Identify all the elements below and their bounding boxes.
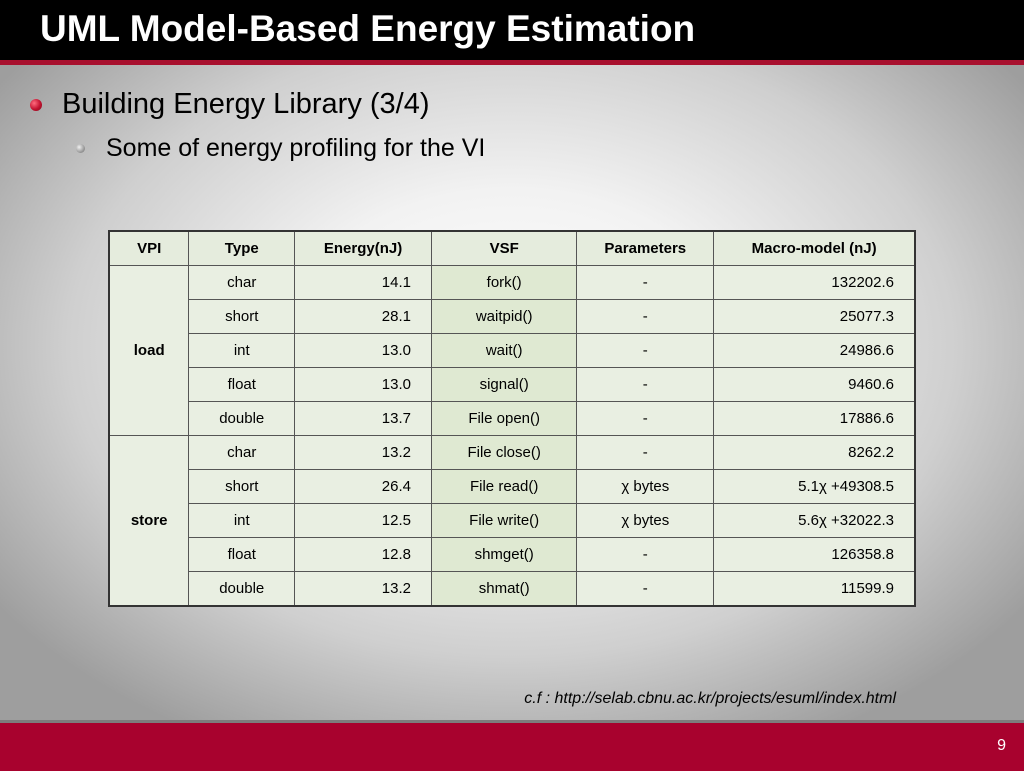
cell-parameters: - bbox=[576, 401, 715, 436]
slide-title: UML Model-Based Energy Estimation bbox=[40, 8, 696, 49]
cell-macro-model: 11599.9 bbox=[713, 571, 916, 607]
table-row: double 13.7 File open() - 17886.6 bbox=[109, 401, 916, 436]
vpi-group-load: load bbox=[108, 265, 190, 436]
cell-type: short bbox=[188, 299, 296, 334]
cell-macro-model: 126358.8 bbox=[713, 537, 916, 572]
table-row: short 26.4 File read() χ bytes 5.1χ +493… bbox=[109, 469, 916, 504]
page-number: 9 bbox=[997, 737, 1006, 754]
vpi-group-store: store bbox=[108, 435, 190, 607]
table-row: short 28.1 waitpid() - 25077.3 bbox=[109, 299, 916, 334]
cell-macro-model: 8262.2 bbox=[713, 435, 916, 470]
cell-type: double bbox=[188, 571, 296, 607]
cell-vsf: fork() bbox=[430, 265, 578, 300]
bullet-level-2: Some of energy profiling for the VI bbox=[76, 134, 485, 163]
cell-energy: 13.0 bbox=[294, 333, 432, 368]
cell-type: double bbox=[188, 401, 296, 436]
cell-parameters: - bbox=[576, 537, 715, 572]
table-row: float 13.0 signal() - 9460.6 bbox=[109, 367, 916, 402]
table-row: int 12.5 File write() χ bytes 5.6χ +3202… bbox=[109, 503, 916, 538]
cell-type: char bbox=[188, 265, 296, 300]
cell-vsf: File open() bbox=[430, 401, 578, 436]
cell-parameters: - bbox=[576, 571, 715, 607]
cell-macro-model: 5.1χ +49308.5 bbox=[713, 469, 916, 504]
cell-energy: 13.7 bbox=[294, 401, 432, 436]
cell-energy: 12.5 bbox=[294, 503, 432, 538]
cell-macro-model: 17886.6 bbox=[713, 401, 916, 436]
cell-type: int bbox=[188, 503, 296, 538]
cell-parameters: - bbox=[576, 333, 715, 368]
bullet-level-1-text: Building Energy Library (3/4) bbox=[62, 88, 430, 120]
cell-parameters: - bbox=[576, 435, 715, 470]
title-divider bbox=[0, 60, 1024, 65]
cell-energy: 13.2 bbox=[294, 435, 432, 470]
red-bullet-icon bbox=[30, 98, 42, 111]
cell-macro-model: 5.6χ +32022.3 bbox=[713, 503, 916, 538]
cell-energy: 12.8 bbox=[294, 537, 432, 572]
cell-energy: 13.0 bbox=[294, 367, 432, 402]
table-row: double 13.2 shmat() - 11599.9 bbox=[109, 571, 916, 607]
cell-type: float bbox=[188, 367, 296, 402]
cell-type: float bbox=[188, 537, 296, 572]
footer-bar: 9 bbox=[0, 720, 1024, 771]
table-row: load char 14.1 fork() - 132202.6 bbox=[108, 265, 916, 436]
cell-parameters: χ bytes bbox=[576, 469, 715, 504]
cell-macro-model: 132202.6 bbox=[713, 265, 916, 300]
header-type: Type bbox=[188, 230, 296, 266]
cell-energy: 14.1 bbox=[294, 265, 432, 300]
table-header-row: VPI Type Energy(nJ) VSF Parameters Macro… bbox=[108, 230, 916, 266]
gray-bullet-icon bbox=[76, 144, 85, 153]
header-macro-model: Macro-model (nJ) bbox=[713, 230, 916, 266]
cell-vsf: waitpid() bbox=[430, 299, 578, 334]
table-row: store char 13.2 File close() - 8262.2 bbox=[108, 435, 916, 607]
cell-parameters: - bbox=[576, 265, 715, 300]
bullet-level-1: Building Energy Library (3/4) bbox=[30, 88, 430, 121]
cell-type: int bbox=[188, 333, 296, 368]
cell-vsf: shmat() bbox=[430, 571, 578, 607]
header-parameters: Parameters bbox=[576, 230, 715, 266]
cell-type: short bbox=[188, 469, 296, 504]
cell-parameters: - bbox=[576, 367, 715, 402]
energy-table: VPI Type Energy(nJ) VSF Parameters Macro… bbox=[108, 230, 916, 607]
reference-link[interactable]: c.f : http://selab.cbnu.ac.kr/projects/e… bbox=[524, 690, 896, 707]
cell-macro-model: 9460.6 bbox=[713, 367, 916, 402]
cell-macro-model: 24986.6 bbox=[713, 333, 916, 368]
header-energy: Energy(nJ) bbox=[294, 230, 432, 266]
cell-macro-model: 25077.3 bbox=[713, 299, 916, 334]
cell-parameters: χ bytes bbox=[576, 503, 715, 538]
table-row: int 13.0 wait() - 24986.6 bbox=[109, 333, 916, 368]
title-bar: UML Model-Based Energy Estimation bbox=[0, 0, 1024, 60]
bullet-level-2-text: Some of energy profiling for the VI bbox=[106, 134, 486, 162]
cell-energy: 13.2 bbox=[294, 571, 432, 607]
cell-vsf: wait() bbox=[430, 333, 578, 368]
cell-vsf: File read() bbox=[430, 469, 578, 504]
header-vsf: VSF bbox=[430, 230, 578, 266]
cell-type: char bbox=[188, 435, 296, 470]
header-vpi: VPI bbox=[108, 230, 190, 266]
cell-vsf: File close() bbox=[430, 435, 578, 470]
cell-parameters: - bbox=[576, 299, 715, 334]
table-row: float 12.8 shmget() - 126358.8 bbox=[109, 537, 916, 572]
cell-energy: 26.4 bbox=[294, 469, 432, 504]
cell-vsf: File write() bbox=[430, 503, 578, 538]
cell-energy: 28.1 bbox=[294, 299, 432, 334]
cell-vsf: shmget() bbox=[430, 537, 578, 572]
cell-vsf: signal() bbox=[430, 367, 578, 402]
